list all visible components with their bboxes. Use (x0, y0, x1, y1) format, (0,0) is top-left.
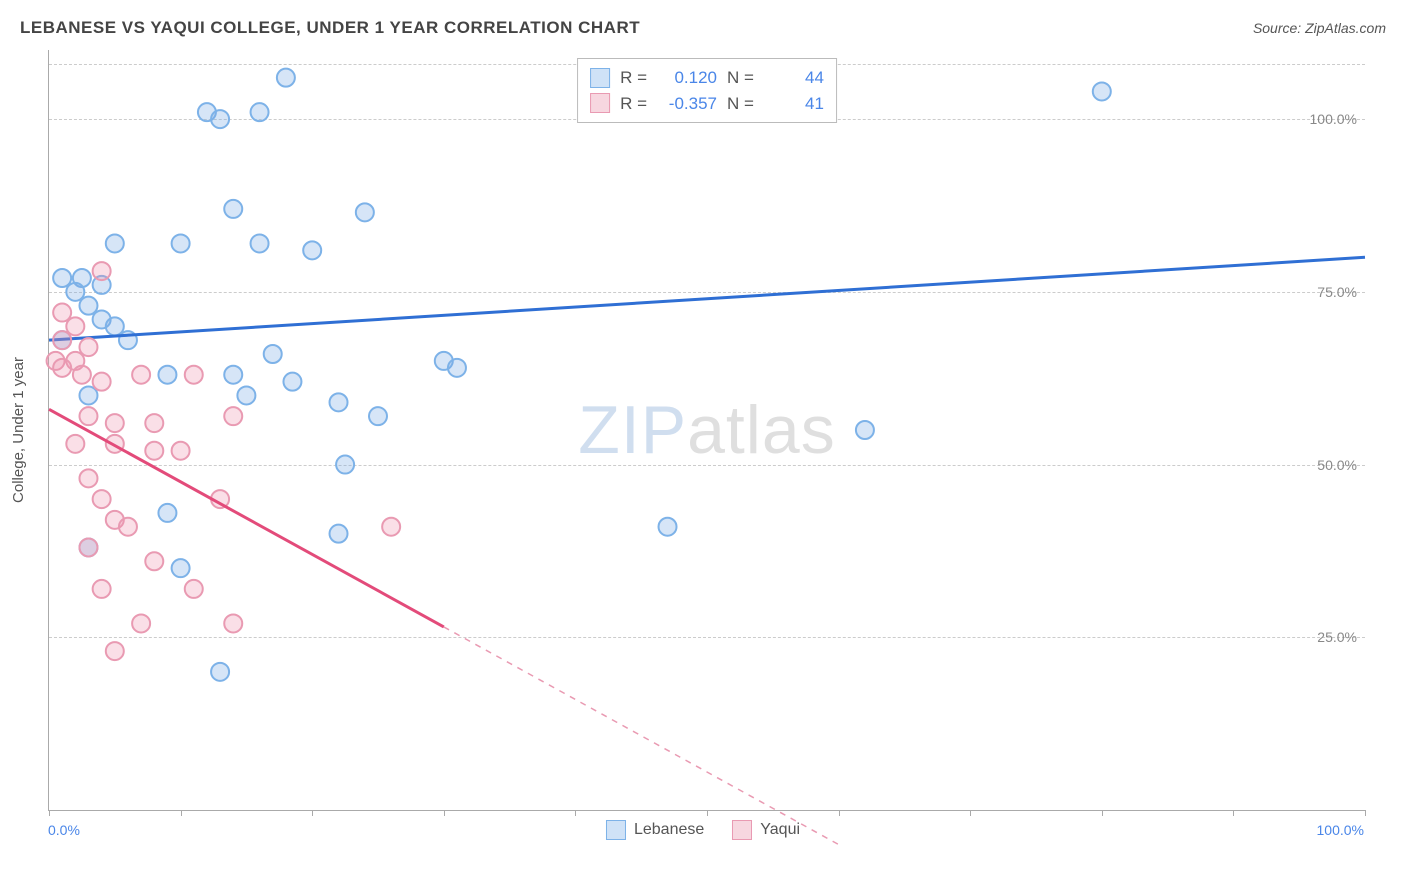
scatter-point-lebanese (330, 525, 348, 543)
scatter-point-lebanese (448, 359, 466, 377)
scatter-point-yaqui (53, 304, 71, 322)
scatter-point-lebanese (251, 234, 269, 252)
scatter-point-lebanese (856, 421, 874, 439)
scatter-point-lebanese (264, 345, 282, 363)
legend-label-lebanese: Lebanese (634, 821, 704, 839)
title-bar: LEBANESE VS YAQUI COLLEGE, UNDER 1 YEAR … (20, 18, 1386, 38)
x-tick (1233, 810, 1234, 816)
scatter-point-lebanese (659, 518, 677, 536)
scatter-point-lebanese (356, 203, 374, 221)
scatter-point-yaqui (185, 580, 203, 598)
y-tick-label: 75.0% (1317, 284, 1357, 300)
scatter-point-lebanese (172, 559, 190, 577)
scatter-point-lebanese (251, 103, 269, 121)
x-tick (181, 810, 182, 816)
scatter-point-lebanese (369, 407, 387, 425)
y-tick-label: 50.0% (1317, 457, 1357, 473)
x-tick (49, 810, 50, 816)
scatter-point-yaqui (106, 414, 124, 432)
scatter-point-yaqui (119, 518, 137, 536)
plot-svg (49, 50, 1365, 810)
scatter-point-lebanese (237, 386, 255, 404)
scatter-point-lebanese (106, 234, 124, 252)
scatter-point-yaqui (382, 518, 400, 536)
scatter-point-yaqui (93, 373, 111, 391)
x-tick (839, 810, 840, 816)
plot-area: ZIPatlas R = 0.120 N = 44 R = -0.357 N =… (48, 50, 1365, 811)
x-tick (575, 810, 576, 816)
scatter-point-lebanese (1093, 82, 1111, 100)
x-tick (1102, 810, 1103, 816)
scatter-point-lebanese (303, 241, 321, 259)
scatter-point-yaqui (224, 407, 242, 425)
legend-swatch-yaqui (732, 820, 752, 840)
scatter-point-lebanese (283, 373, 301, 391)
legend-item-lebanese: Lebanese (606, 820, 704, 840)
scatter-point-yaqui (93, 580, 111, 598)
scatter-point-yaqui (172, 442, 190, 460)
scatter-point-yaqui (132, 614, 150, 632)
scatter-point-yaqui (79, 338, 97, 356)
scatter-point-yaqui (79, 407, 97, 425)
x-tick (312, 810, 313, 816)
scatter-point-yaqui (79, 469, 97, 487)
y-axis-title: College, Under 1 year (10, 357, 27, 503)
scatter-point-yaqui (224, 614, 242, 632)
scatter-point-yaqui (93, 262, 111, 280)
correlation-chart: LEBANESE VS YAQUI COLLEGE, UNDER 1 YEAR … (0, 0, 1406, 892)
scatter-point-lebanese (224, 200, 242, 218)
x-axis-label-min: 0.0% (48, 822, 80, 838)
scatter-point-lebanese (172, 234, 190, 252)
scatter-point-yaqui (145, 442, 163, 460)
scatter-point-lebanese (330, 393, 348, 411)
scatter-point-lebanese (158, 504, 176, 522)
trend-line-dashed-yaqui (444, 627, 839, 845)
y-tick-label: 100.0% (1310, 111, 1357, 127)
scatter-point-yaqui (106, 642, 124, 660)
scatter-point-yaqui (73, 366, 91, 384)
scatter-point-lebanese (211, 110, 229, 128)
scatter-point-yaqui (53, 359, 71, 377)
x-tick (707, 810, 708, 816)
trend-line-lebanese (49, 257, 1365, 340)
x-tick (970, 810, 971, 816)
x-tick (1365, 810, 1366, 816)
scatter-point-yaqui (132, 366, 150, 384)
scatter-point-lebanese (158, 366, 176, 384)
x-axis-label-max: 100.0% (1317, 822, 1364, 838)
scatter-point-lebanese (53, 269, 71, 287)
legend: Lebanese Yaqui (606, 820, 800, 840)
y-tick-label: 25.0% (1317, 629, 1357, 645)
scatter-point-lebanese (277, 69, 295, 87)
source-label: Source: ZipAtlas.com (1253, 20, 1386, 36)
scatter-point-yaqui (145, 414, 163, 432)
scatter-point-yaqui (66, 435, 84, 453)
scatter-point-lebanese (79, 386, 97, 404)
scatter-point-yaqui (66, 317, 84, 335)
scatter-point-lebanese (336, 456, 354, 474)
scatter-point-lebanese (79, 297, 97, 315)
scatter-point-lebanese (211, 663, 229, 681)
scatter-point-yaqui (145, 552, 163, 570)
x-tick (444, 810, 445, 816)
scatter-point-lebanese (66, 283, 84, 301)
legend-swatch-lebanese (606, 820, 626, 840)
scatter-point-lebanese (106, 317, 124, 335)
chart-title: LEBANESE VS YAQUI COLLEGE, UNDER 1 YEAR … (20, 18, 640, 38)
scatter-point-lebanese (224, 366, 242, 384)
scatter-point-yaqui (93, 490, 111, 508)
legend-label-yaqui: Yaqui (760, 821, 800, 839)
scatter-point-yaqui (53, 331, 71, 349)
scatter-point-yaqui (185, 366, 203, 384)
scatter-point-yaqui (79, 538, 97, 556)
legend-item-yaqui: Yaqui (732, 820, 800, 840)
